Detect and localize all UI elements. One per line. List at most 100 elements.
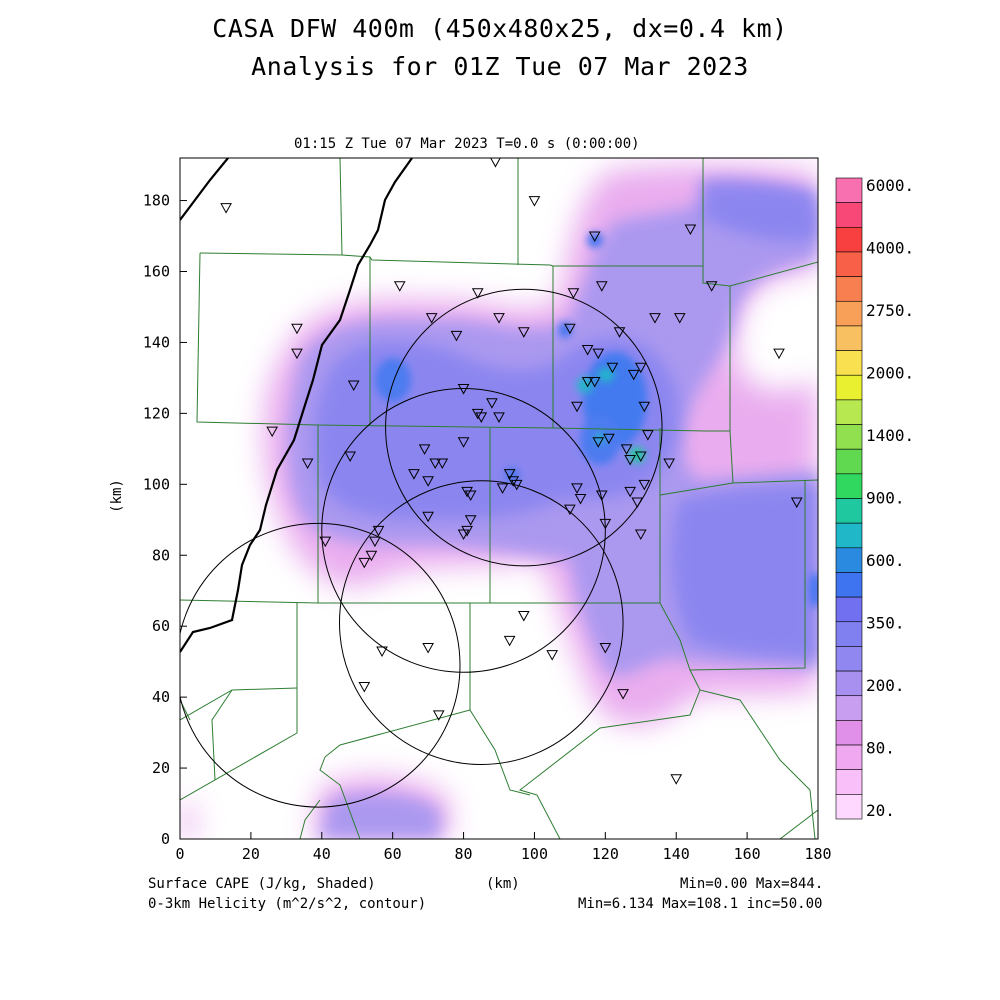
station-marker — [432, 710, 445, 721]
y-tick-label: 0 — [161, 830, 170, 848]
station-marker — [422, 642, 434, 654]
station-marker — [266, 426, 279, 438]
x-tick-label: 80 — [455, 845, 473, 863]
footer-right-2: Min=6.134 Max=108.1 inc=50.00 — [578, 896, 823, 912]
colorbar-label: 1400. — [866, 426, 914, 445]
station-marker — [642, 430, 654, 441]
x-tick-label: 120 — [592, 845, 619, 863]
station-marker — [301, 458, 314, 470]
x-axis: 0 20 40 60 80 100 120 140 160 180 — [175, 832, 832, 863]
station-marker — [408, 469, 420, 480]
y-tick-label: 60 — [152, 617, 170, 635]
station-marker — [464, 490, 477, 501]
station-marker — [510, 479, 523, 491]
station-marker — [493, 313, 505, 324]
colorbar-label: 6000. — [866, 176, 914, 195]
station-marker — [517, 611, 530, 622]
y-tick-label: 180 — [143, 192, 170, 210]
colorbar-label: 2000. — [866, 364, 914, 383]
station-marker — [613, 327, 626, 338]
station-marker — [638, 401, 651, 413]
plot-frame — [179, 157, 819, 840]
station-marker — [436, 458, 449, 470]
colorbar-label: 350. — [866, 614, 905, 633]
station-marker — [564, 504, 576, 516]
county-boundaries — [180, 158, 818, 839]
station-marker — [393, 281, 406, 292]
colorbar-swatch — [835, 720, 863, 746]
station-marker — [490, 158, 501, 168]
colorbar-swatch — [835, 547, 863, 573]
station-marker — [347, 380, 360, 392]
colorbar-swatch — [835, 350, 863, 376]
station-marker — [471, 408, 484, 420]
station-marker — [291, 323, 303, 335]
station-marker — [422, 476, 434, 487]
colorbar-swatch — [835, 769, 863, 795]
station-marker — [457, 437, 470, 448]
station-marker — [528, 196, 541, 207]
range-circle-1 — [385, 288, 663, 567]
x-tick-label: 160 — [734, 845, 761, 863]
station-marker — [418, 444, 431, 455]
colorbar-label: 20. — [866, 801, 895, 820]
station-marker — [624, 454, 636, 466]
colorbar-swatch — [835, 227, 863, 253]
colorbar-swatch — [835, 177, 863, 203]
x-tick-label: 0 — [175, 845, 184, 863]
range-circle-3 — [180, 522, 461, 808]
station-marker — [450, 330, 463, 342]
station-marker — [670, 774, 683, 785]
station-marker — [592, 437, 605, 448]
station-marker — [464, 515, 477, 526]
station-marker — [663, 458, 675, 470]
station-marker — [358, 557, 371, 569]
station-marker — [457, 384, 470, 395]
colorbar-swatch — [835, 251, 863, 277]
station-marker — [365, 550, 378, 562]
colorbar-swatch — [835, 522, 863, 549]
station-marker — [595, 490, 608, 501]
station-marker — [376, 646, 388, 658]
x-tick-label: 60 — [384, 845, 402, 863]
y-axis-label: (km) — [108, 479, 125, 513]
colorbar-swatch — [835, 646, 863, 672]
helicity-range-circles — [180, 288, 663, 808]
colorbar-swatch — [835, 424, 863, 450]
station-marker — [634, 362, 647, 374]
station-marker — [617, 689, 629, 700]
station-marker — [581, 345, 594, 356]
chart-subtitle: 01:15 Z Tue 07 Mar 2023 T=0.0 s (0:00:00… — [294, 136, 640, 152]
station-marker — [620, 444, 633, 455]
colorbar-label: 900. — [866, 489, 905, 508]
colorbar-swatch — [835, 300, 863, 327]
station-marker — [344, 451, 356, 462]
station-marker — [503, 469, 516, 480]
station-marker — [564, 323, 576, 335]
y-tick-label: 160 — [143, 263, 170, 281]
station-marker — [567, 288, 580, 299]
x-tick-label: 180 — [804, 845, 831, 863]
station-marker — [507, 476, 520, 487]
x-axis-label: (km) — [486, 876, 520, 892]
cape-shading — [180, 164, 818, 839]
y-tick-label: 80 — [152, 546, 170, 564]
station-marker — [599, 642, 612, 654]
station-marker — [588, 231, 601, 243]
colorbar-swatch — [835, 596, 863, 623]
chart-title-line1: CASA DFW 400m (450x480x25, dx=0.4 km) — [212, 14, 788, 43]
station-marker — [627, 369, 640, 381]
station-marker — [631, 497, 644, 509]
colorbar: 6000. 4000. 2750. 2000. 1400. 900. 600. 350. 200… — [835, 176, 914, 820]
y-tick-label: 140 — [143, 333, 170, 351]
station-marker — [592, 348, 605, 360]
colorbar-swatch — [835, 325, 863, 351]
colorbar-swatch — [835, 374, 863, 401]
y-tick-label: 40 — [152, 688, 170, 706]
colorbar-swatch — [835, 276, 863, 302]
x-tick-label: 20 — [242, 845, 260, 863]
station-marker — [220, 203, 232, 214]
station-marker — [599, 518, 612, 530]
station-marker — [790, 497, 803, 509]
